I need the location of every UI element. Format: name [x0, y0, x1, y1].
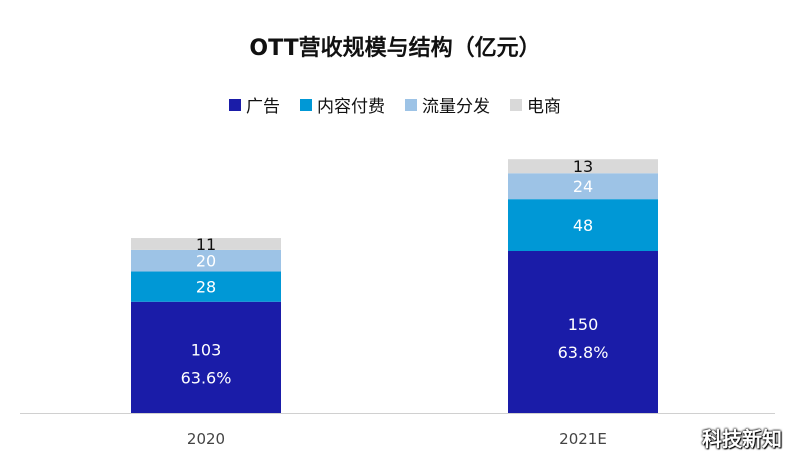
bar-segment: [131, 249, 281, 272]
x-tick-label: 2021E: [559, 430, 607, 448]
data-label: 48: [573, 216, 593, 235]
bar-segment: [508, 159, 658, 174]
legend-item: 内容付费: [300, 92, 385, 117]
bar-segment: [131, 271, 281, 302]
bar-segment: [508, 173, 658, 200]
watermark: 科技新知: [702, 427, 782, 451]
bar-segment: [131, 238, 281, 250]
data-label: 20: [196, 252, 216, 271]
legend-item: 流量分发: [405, 92, 490, 117]
data-label: 11: [196, 235, 216, 254]
legend-item: 电商: [510, 92, 561, 117]
legend-swatch: [510, 98, 522, 111]
data-label: 150: [568, 315, 599, 334]
bar-segment: [131, 301, 281, 413]
share-label: 63.6%: [181, 368, 232, 387]
data-label: 28: [196, 278, 216, 297]
data-label: 24: [573, 177, 593, 196]
bar-segment: [508, 251, 658, 413]
bar-segment: [508, 199, 658, 251]
legend-item: 广告: [229, 92, 280, 117]
legend: 广告 内容付费 流量分发 电商: [0, 92, 790, 117]
share-label: 63.8%: [558, 343, 609, 362]
legend-label: 流量分发: [422, 97, 490, 117]
data-label: 103: [191, 340, 222, 359]
legend-swatch: [229, 98, 241, 111]
chart-title: OTT营收规模与结构（亿元）: [249, 36, 541, 61]
legend-swatch: [405, 98, 417, 111]
legend-label: 广告: [246, 97, 280, 117]
data-label: 13: [573, 157, 593, 176]
legend-label: 电商: [527, 97, 561, 117]
x-tick-label: 2020: [187, 430, 225, 448]
legend-swatch: [300, 98, 312, 111]
legend-label: 内容付费: [317, 97, 385, 117]
